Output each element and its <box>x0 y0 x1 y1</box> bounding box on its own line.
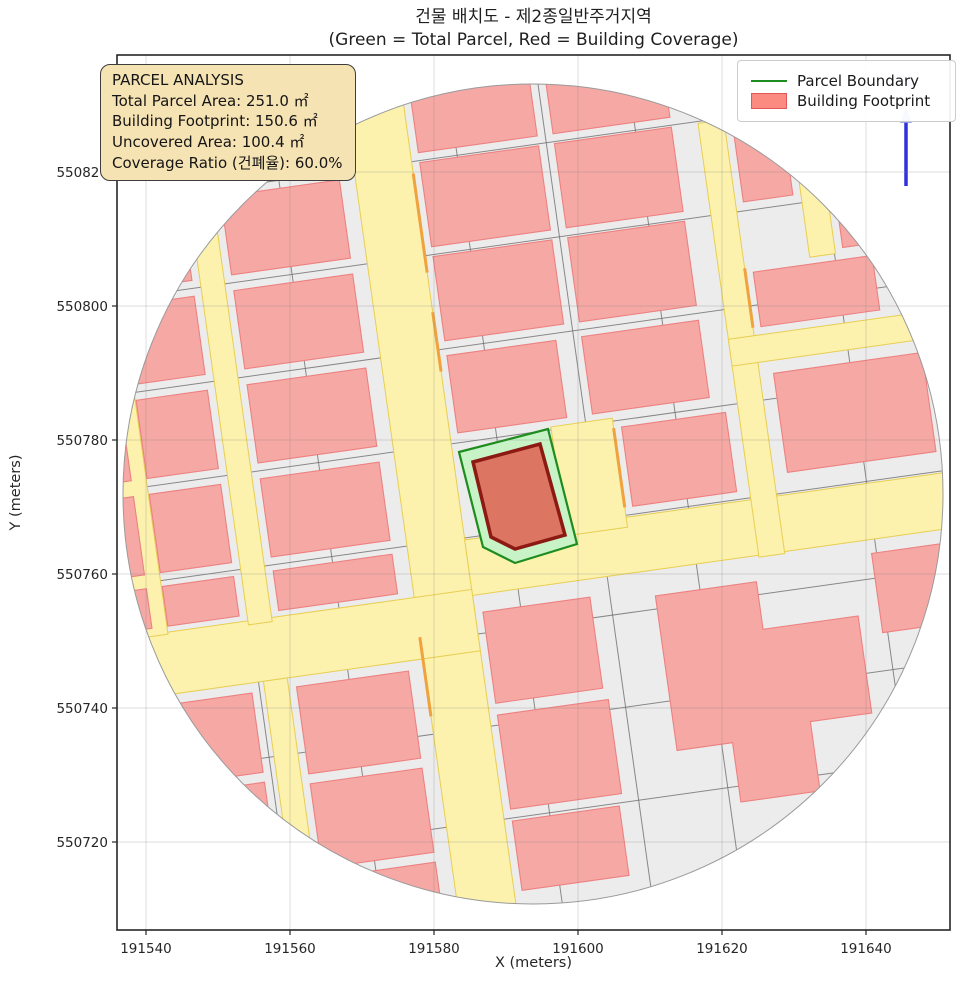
building-shape <box>233 273 365 370</box>
chart-title-block: 건물 배치도 - 제2종일반주거지역 (Green = Total Parcel… <box>117 6 950 52</box>
building-shape <box>272 553 399 612</box>
building-shape <box>123 295 206 386</box>
x-tick-label: 191540 <box>120 941 172 957</box>
chart-subtitle: (Green = Total Parcel, Red = Building Co… <box>328 30 739 50</box>
building-shape <box>123 588 153 640</box>
legend-item-parcel-boundary: Parcel Boundary <box>751 72 947 90</box>
road-shape <box>123 334 169 640</box>
building-shape <box>148 483 233 574</box>
building-shape <box>295 670 422 775</box>
analysis-footprint: Building Footprint: 150.6 ㎡ <box>112 112 318 131</box>
building-shape <box>752 254 881 328</box>
y-tick-label: 550800 <box>56 299 108 315</box>
building-shape <box>190 781 277 873</box>
building-shape <box>553 126 684 229</box>
analysis-heading: PARCEL ANALYSIS <box>112 71 244 89</box>
legend-patch-swatch <box>751 93 787 109</box>
building-shape <box>246 367 378 464</box>
cross-building-shape <box>654 581 873 803</box>
building-shape <box>219 179 352 276</box>
x-tick-label: 191600 <box>552 941 604 957</box>
y-tick-label: 550740 <box>56 701 108 717</box>
x-tick-label: 191620 <box>696 941 748 957</box>
y-tick-label: 550760 <box>56 567 108 583</box>
chart-title: 건물 배치도 - 제2종일반주거지역 <box>415 7 652 27</box>
building-shape <box>178 692 264 784</box>
road-shape <box>464 469 943 596</box>
y-tick-label: 550780 <box>56 433 108 449</box>
road-accent <box>612 427 627 508</box>
building-shape <box>419 145 552 248</box>
road-accent <box>743 268 755 328</box>
analysis-uncovered: Uncovered Area: 100.4 ㎡ <box>112 133 305 152</box>
building-shape <box>309 767 435 869</box>
building-shape <box>511 805 630 892</box>
building-shape <box>620 411 738 507</box>
building-shape <box>432 239 565 342</box>
building-shape <box>406 84 538 154</box>
building-shape <box>135 389 220 480</box>
building-shape <box>21 214 105 303</box>
road-shape <box>123 588 481 727</box>
analysis-coverage-ratio: Coverage Ratio (건폐율): 60.0% <box>112 153 343 172</box>
building-shape <box>161 575 240 627</box>
x-tick-label: 191640 <box>840 941 892 957</box>
y-tick-label: 550820 <box>56 165 108 181</box>
building-shape <box>835 191 923 249</box>
parcel-analysis-box: PARCEL ANALYSIS Total Parcel Area: 251.0… <box>100 64 356 182</box>
road-accent <box>431 311 443 372</box>
building-shape <box>7 117 91 207</box>
building-shape <box>580 319 710 415</box>
y-axis-label: Y (meters) <box>8 455 24 532</box>
analysis-radius-outline <box>122 83 944 905</box>
legend-line-swatch <box>751 80 787 82</box>
road-accent <box>411 173 429 273</box>
building-shape <box>482 596 604 704</box>
plot-border <box>116 54 951 931</box>
road-shape <box>327 84 523 904</box>
building-shape <box>123 704 175 796</box>
y-tick-label: 550720 <box>56 835 108 851</box>
analysis-total-area: Total Parcel Area: 251.0 ㎡ <box>112 91 309 110</box>
building-shape <box>259 461 391 558</box>
x-tick-label: 191560 <box>264 941 316 957</box>
building-shape <box>123 201 193 292</box>
legend-item-building-footprint: Building Footprint <box>751 92 947 110</box>
building-shape <box>34 308 118 397</box>
road-accent <box>418 636 433 717</box>
building-shape <box>567 220 697 323</box>
building-shape <box>123 794 188 885</box>
building-footprint <box>470 441 568 551</box>
legend: Parcel Boundary Building Footprint <box>737 60 956 122</box>
building-shape <box>203 870 288 904</box>
legend-label-building-footprint: Building Footprint <box>797 92 931 110</box>
building-shape <box>446 339 568 434</box>
legend-label-parcel-boundary: Parcel Boundary <box>797 72 920 90</box>
x-axis-label: X (meters) <box>495 955 572 971</box>
building-shape <box>322 861 445 904</box>
building-shape <box>870 543 943 634</box>
x-tick-label: 191580 <box>408 941 460 957</box>
building-shape <box>496 698 623 810</box>
building-shape <box>772 351 937 473</box>
